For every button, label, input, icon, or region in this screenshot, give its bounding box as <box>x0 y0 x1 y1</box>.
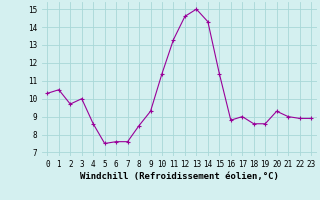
X-axis label: Windchill (Refroidissement éolien,°C): Windchill (Refroidissement éolien,°C) <box>80 172 279 181</box>
